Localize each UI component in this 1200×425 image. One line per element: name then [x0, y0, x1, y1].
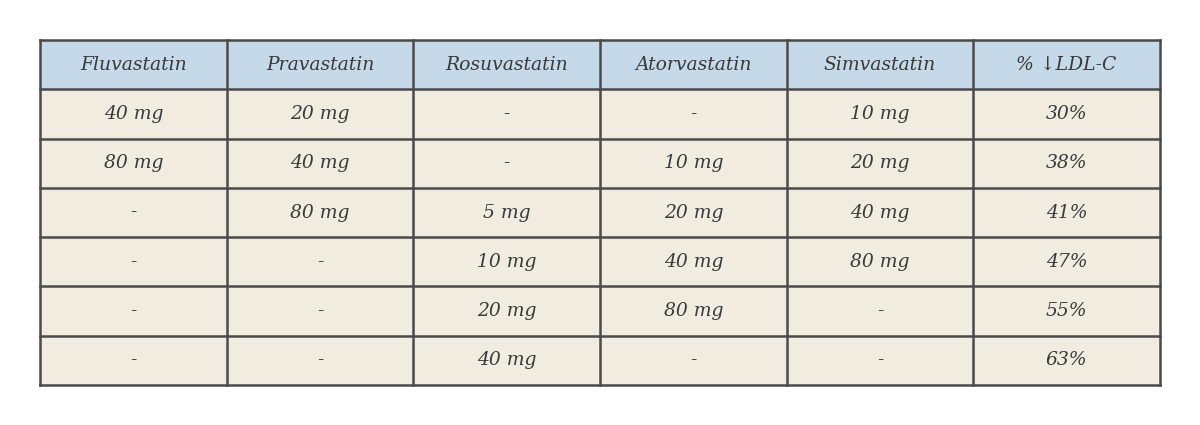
Text: Atorvastatin: Atorvastatin: [635, 56, 751, 74]
Bar: [413, 286, 600, 336]
Bar: [413, 336, 600, 385]
Bar: [973, 40, 1160, 89]
Bar: [413, 139, 600, 188]
Bar: [227, 336, 413, 385]
Text: 40 mg: 40 mg: [290, 154, 349, 172]
Bar: [40, 139, 227, 188]
Text: -: -: [317, 351, 323, 369]
Bar: [787, 188, 973, 237]
Text: 10 mg: 10 mg: [664, 154, 724, 172]
Text: 38%: 38%: [1046, 154, 1087, 172]
Text: 20 mg: 20 mg: [664, 204, 724, 221]
Text: -: -: [504, 154, 510, 172]
Bar: [787, 286, 973, 336]
Text: Rosuvastatin: Rosuvastatin: [445, 56, 568, 74]
Text: Pravastatin: Pravastatin: [266, 56, 374, 74]
Text: 40 mg: 40 mg: [476, 351, 536, 369]
Text: Fluvastatin: Fluvastatin: [80, 56, 187, 74]
Bar: [973, 188, 1160, 237]
Bar: [227, 40, 413, 89]
Text: 41%: 41%: [1046, 204, 1087, 221]
Text: 40 mg: 40 mg: [664, 253, 724, 271]
Text: % ↓LDL-C: % ↓LDL-C: [1016, 56, 1117, 74]
Text: 20 mg: 20 mg: [290, 105, 349, 123]
Bar: [973, 237, 1160, 286]
Bar: [600, 336, 787, 385]
Bar: [227, 286, 413, 336]
Bar: [787, 336, 973, 385]
Text: -: -: [504, 105, 510, 123]
Text: 10 mg: 10 mg: [476, 253, 536, 271]
Text: -: -: [130, 302, 137, 320]
Bar: [973, 336, 1160, 385]
Bar: [787, 139, 973, 188]
Bar: [600, 89, 787, 139]
Text: 40 mg: 40 mg: [103, 105, 163, 123]
Bar: [973, 286, 1160, 336]
Bar: [600, 139, 787, 188]
Bar: [227, 139, 413, 188]
Text: 10 mg: 10 mg: [851, 105, 910, 123]
Text: 20 mg: 20 mg: [476, 302, 536, 320]
Text: -: -: [690, 105, 696, 123]
Text: -: -: [130, 253, 137, 271]
Bar: [40, 336, 227, 385]
Text: 20 mg: 20 mg: [851, 154, 910, 172]
Bar: [600, 286, 787, 336]
Text: -: -: [877, 302, 883, 320]
Text: 80 mg: 80 mg: [103, 154, 163, 172]
Bar: [227, 237, 413, 286]
Text: 80 mg: 80 mg: [664, 302, 724, 320]
Text: Simvastatin: Simvastatin: [824, 56, 936, 74]
Bar: [40, 237, 227, 286]
Text: -: -: [690, 351, 696, 369]
Text: 30%: 30%: [1046, 105, 1087, 123]
Bar: [600, 237, 787, 286]
Text: -: -: [877, 351, 883, 369]
Text: 63%: 63%: [1046, 351, 1087, 369]
Text: 80 mg: 80 mg: [290, 204, 349, 221]
Bar: [40, 40, 227, 89]
Bar: [227, 188, 413, 237]
Text: 40 mg: 40 mg: [851, 204, 910, 221]
Bar: [40, 286, 227, 336]
Text: 47%: 47%: [1046, 253, 1087, 271]
Bar: [600, 40, 787, 89]
Bar: [600, 188, 787, 237]
Bar: [413, 40, 600, 89]
Text: -: -: [130, 351, 137, 369]
Bar: [413, 188, 600, 237]
Text: 5 mg: 5 mg: [482, 204, 530, 221]
Bar: [40, 89, 227, 139]
Bar: [973, 89, 1160, 139]
Text: 80 mg: 80 mg: [851, 253, 910, 271]
Text: -: -: [317, 253, 323, 271]
Bar: [973, 139, 1160, 188]
Bar: [227, 89, 413, 139]
Bar: [787, 89, 973, 139]
Bar: [787, 40, 973, 89]
Text: 55%: 55%: [1046, 302, 1087, 320]
Bar: [787, 237, 973, 286]
Bar: [413, 89, 600, 139]
Text: -: -: [130, 204, 137, 221]
Bar: [413, 237, 600, 286]
Text: -: -: [317, 302, 323, 320]
Bar: [40, 188, 227, 237]
